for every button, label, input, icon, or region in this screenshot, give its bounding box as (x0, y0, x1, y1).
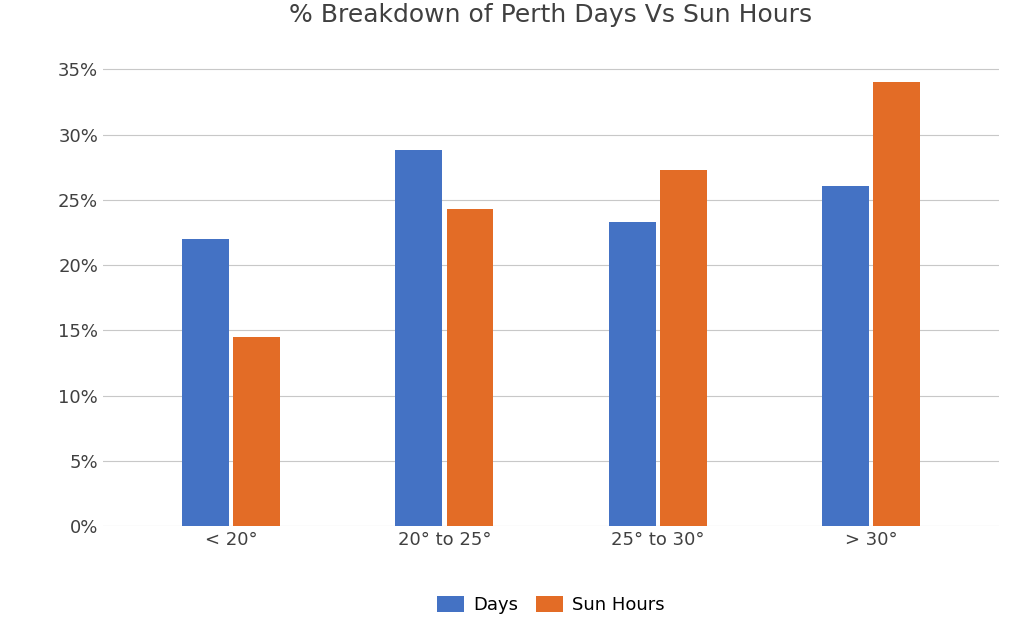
Title: % Breakdown of Perth Days Vs Sun Hours: % Breakdown of Perth Days Vs Sun Hours (289, 4, 813, 27)
Legend: Days, Sun Hours: Days, Sun Hours (430, 588, 673, 619)
Bar (182, 239, 229, 526)
Bar (660, 170, 707, 526)
Bar (873, 82, 920, 526)
Bar (447, 209, 493, 526)
Bar (233, 337, 280, 526)
Bar (822, 186, 869, 526)
Bar (396, 150, 442, 526)
Bar (609, 222, 655, 526)
